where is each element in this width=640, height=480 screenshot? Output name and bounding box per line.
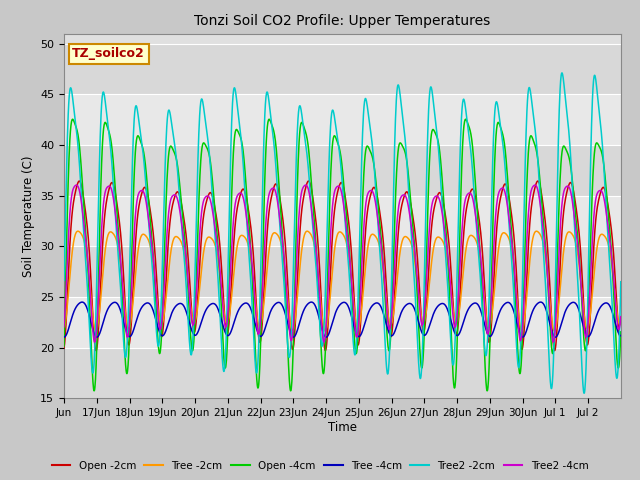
Bar — [64, 145, 621, 196]
Y-axis label: Soil Temperature (C): Soil Temperature (C) — [22, 155, 35, 277]
Bar — [64, 95, 621, 145]
Bar — [64, 348, 621, 398]
Bar — [64, 246, 621, 297]
Legend: Open -2cm, Tree -2cm, Open -4cm, Tree -4cm, Tree2 -2cm, Tree2 -4cm: Open -2cm, Tree -2cm, Open -4cm, Tree -4… — [47, 456, 593, 475]
Text: TZ_soilco2: TZ_soilco2 — [72, 48, 145, 60]
Bar — [64, 297, 621, 348]
Bar — [64, 196, 621, 246]
Bar — [64, 44, 621, 95]
X-axis label: Time: Time — [328, 421, 357, 434]
Title: Tonzi Soil CO2 Profile: Upper Temperatures: Tonzi Soil CO2 Profile: Upper Temperatur… — [195, 14, 490, 28]
